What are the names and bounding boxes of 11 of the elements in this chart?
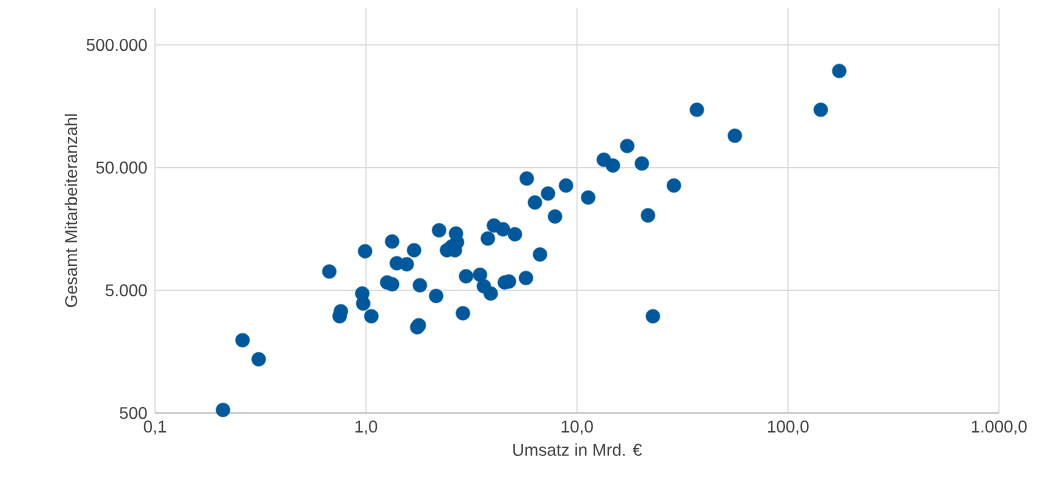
y-tick-label: 50.000 — [96, 161, 147, 174]
y-tick-label: 500 — [119, 406, 147, 420]
x-tick-label: 100,0 — [768, 420, 809, 435]
x-tick-label: 0,1 — [143, 420, 166, 435]
y-tick-label: 500.000 — [86, 38, 147, 51]
x-axis-title: Umsatz in Mrd. € — [513, 443, 642, 456]
x-tick-label: 1.000,0 — [971, 420, 1027, 435]
x-tick-label: 1,0 — [355, 420, 378, 435]
x-tick-label: 10,0 — [561, 420, 593, 435]
y-tick-label: 5.000 — [105, 284, 147, 297]
y-axis-title: Gesamt Mitarbeiteranzahl — [64, 114, 78, 307]
